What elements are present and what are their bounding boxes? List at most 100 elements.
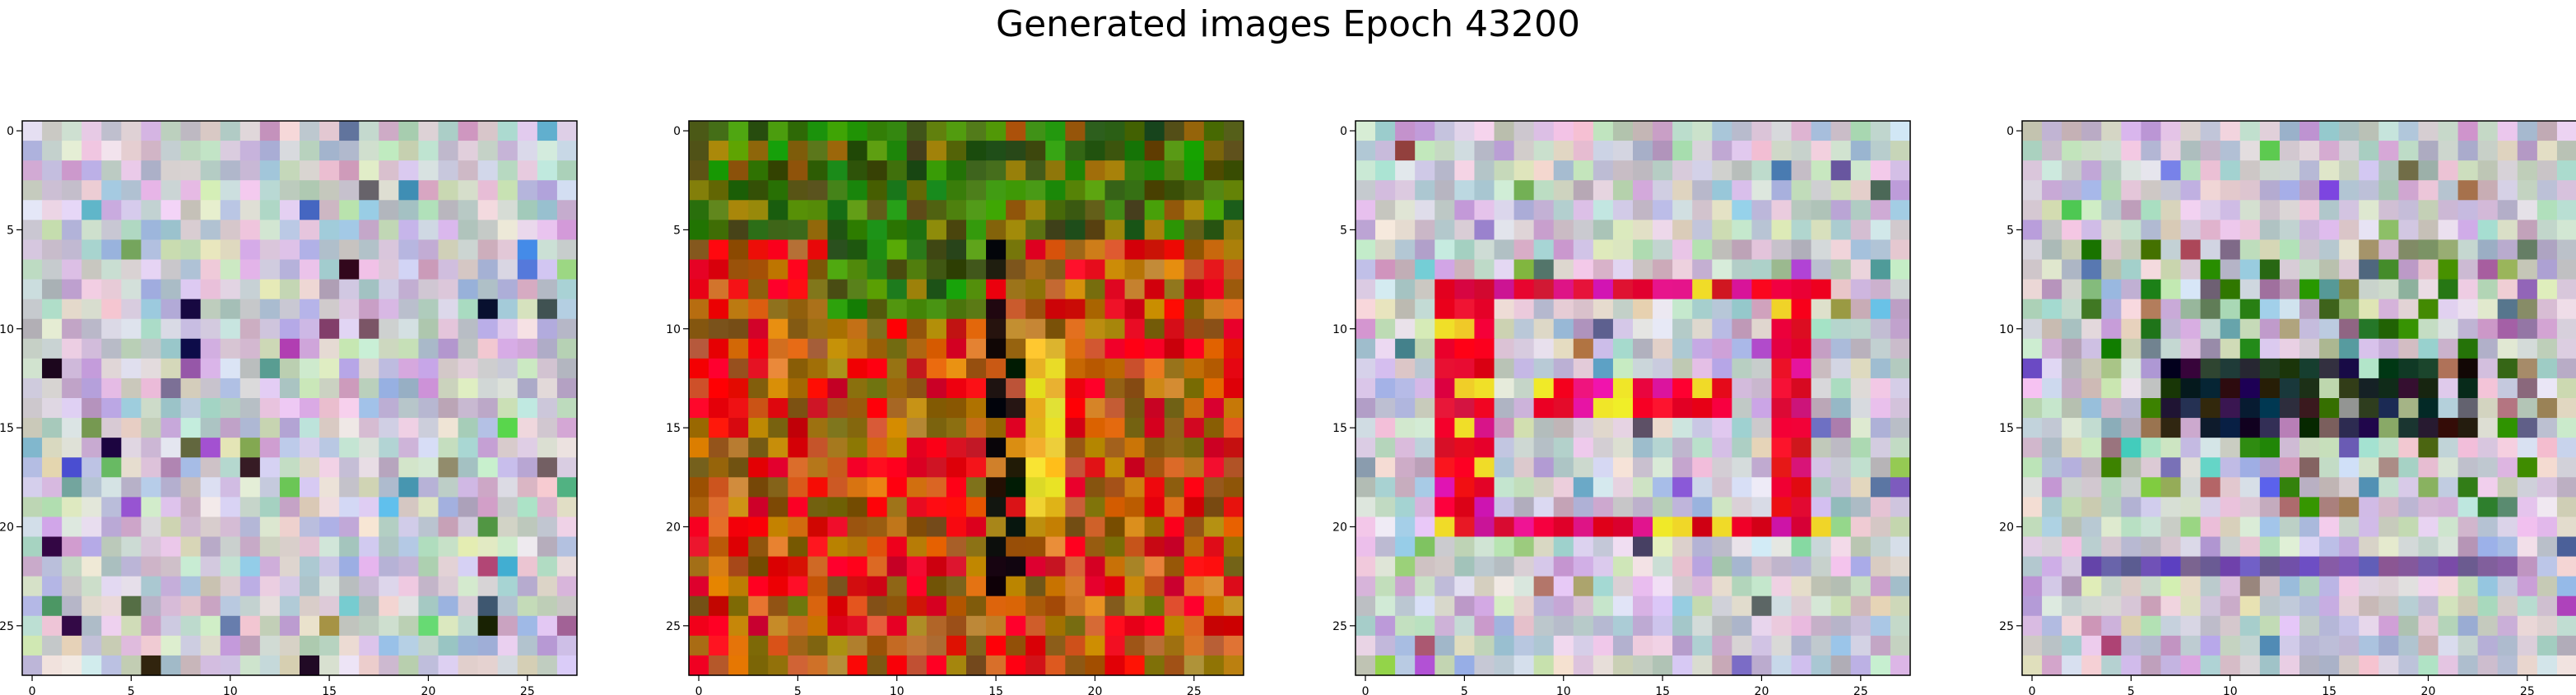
figure-title: Generated images Epoch 43200	[995, 3, 1581, 45]
pixel-cell	[2378, 556, 2399, 577]
pixel-cell	[319, 556, 340, 577]
pixel-cell	[1890, 536, 1911, 558]
pixel-cell	[1633, 358, 1653, 379]
pixel-cell	[788, 418, 809, 438]
pixel-cell	[2378, 239, 2399, 261]
pixel-cell	[1811, 655, 1832, 676]
pixel-cell	[1633, 536, 1653, 558]
pixel-cell	[1006, 438, 1026, 458]
pixel-cell	[1164, 477, 1185, 498]
pixel-cell	[1454, 378, 1476, 399]
pixel-cell	[1811, 338, 1832, 359]
pixel-cell	[1415, 398, 1435, 419]
pixel-cell	[1104, 259, 1126, 280]
pixel-cell	[1124, 576, 1146, 597]
pixel-cell	[1124, 477, 1146, 498]
pixel-cell	[2339, 438, 2360, 458]
pixel-cell	[398, 398, 420, 419]
pixel-cell	[1692, 200, 1713, 220]
pixel-cell	[2299, 457, 2320, 478]
pixel-cell	[239, 318, 261, 340]
pixel-cell	[2022, 378, 2043, 399]
pixel-cell	[2319, 517, 2340, 538]
pixel-cell	[2457, 141, 2479, 161]
pixel-cell	[42, 180, 63, 201]
pixel-cell	[1553, 615, 1574, 637]
pixel-cell	[62, 398, 82, 419]
pixel-cell	[1144, 121, 1165, 141]
pixel-cell	[2319, 358, 2340, 379]
pixel-cell	[1355, 536, 1376, 558]
pixel-cell	[1533, 655, 1555, 676]
pixel-cell	[279, 160, 300, 181]
pixel-cell	[359, 299, 379, 320]
pixel-cell	[1203, 457, 1225, 478]
pixel-cell	[1533, 536, 1555, 558]
pixel-cell	[1890, 438, 1911, 458]
pixel-cell	[2438, 220, 2459, 241]
pixel-cell	[2536, 358, 2558, 379]
pixel-cell	[2517, 595, 2538, 617]
pixel-cell	[946, 457, 967, 478]
pixel-cell	[2239, 279, 2261, 300]
pixel-cell	[2101, 438, 2122, 458]
pixel-cell	[768, 299, 788, 320]
pixel-cell	[2339, 180, 2360, 201]
pixel-cell	[1672, 299, 1693, 320]
pixel-cell	[339, 517, 360, 538]
pixel-cell	[1203, 220, 1225, 241]
pixel-cell	[81, 200, 102, 220]
pixel-cell	[2160, 438, 2182, 458]
pixel-cell	[2378, 338, 2399, 359]
pixel-cell	[1494, 358, 1515, 379]
pixel-cell	[200, 517, 221, 538]
pixel-cell	[2398, 536, 2420, 558]
pixel-cell	[2319, 497, 2340, 518]
pixel-cell	[2279, 576, 2300, 597]
pixel-cell	[2141, 259, 2162, 280]
pixel-cell	[339, 200, 360, 220]
pixel-cell	[62, 576, 82, 597]
pixel-cell	[2418, 358, 2439, 379]
pixel-cell	[2279, 141, 2300, 161]
pixel-cell	[556, 279, 578, 300]
pixel-cell	[62, 438, 82, 458]
pixel-cell	[2279, 279, 2300, 300]
pixel-cell	[379, 615, 399, 637]
pixel-cell	[709, 635, 729, 656]
pixel-cell	[1006, 576, 1026, 597]
pixel-cell	[1415, 536, 1435, 558]
pixel-cell	[946, 200, 967, 220]
pixel-cell	[1751, 318, 1773, 340]
pixel-cell	[867, 635, 888, 656]
pixel-cell	[1494, 141, 1515, 161]
pixel-cell	[1553, 477, 1574, 498]
pixel-cell	[2438, 418, 2459, 438]
pixel-cell	[2160, 655, 2182, 676]
pixel-cell	[1415, 180, 1435, 201]
pixel-cell	[319, 141, 340, 161]
pixel-cell	[986, 220, 1007, 241]
pixel-cell	[827, 477, 849, 498]
pixel-cell	[497, 141, 518, 161]
pixel-cell	[319, 259, 340, 280]
pixel-cell	[1732, 615, 1753, 637]
pixel-cell	[966, 160, 987, 181]
pixel-cell	[847, 556, 868, 577]
pixel-cell	[2517, 457, 2538, 478]
pixel-cell	[1514, 556, 1535, 577]
pixel-cell	[42, 497, 63, 518]
pixel-cell	[2101, 635, 2122, 656]
pixel-cell	[517, 200, 538, 220]
pixel-cell	[141, 517, 162, 538]
pixel-cell	[2081, 497, 2102, 518]
pixel-cell	[2536, 338, 2558, 359]
pixel-cell	[788, 536, 809, 558]
pixel-cell	[1672, 615, 1693, 637]
pixel-cell	[847, 358, 868, 379]
pixel-cell	[2536, 378, 2558, 399]
pixel-cell	[438, 517, 459, 538]
pixel-cell	[768, 378, 788, 399]
pixel-cell	[1203, 259, 1225, 280]
pixel-cell	[2220, 497, 2241, 518]
